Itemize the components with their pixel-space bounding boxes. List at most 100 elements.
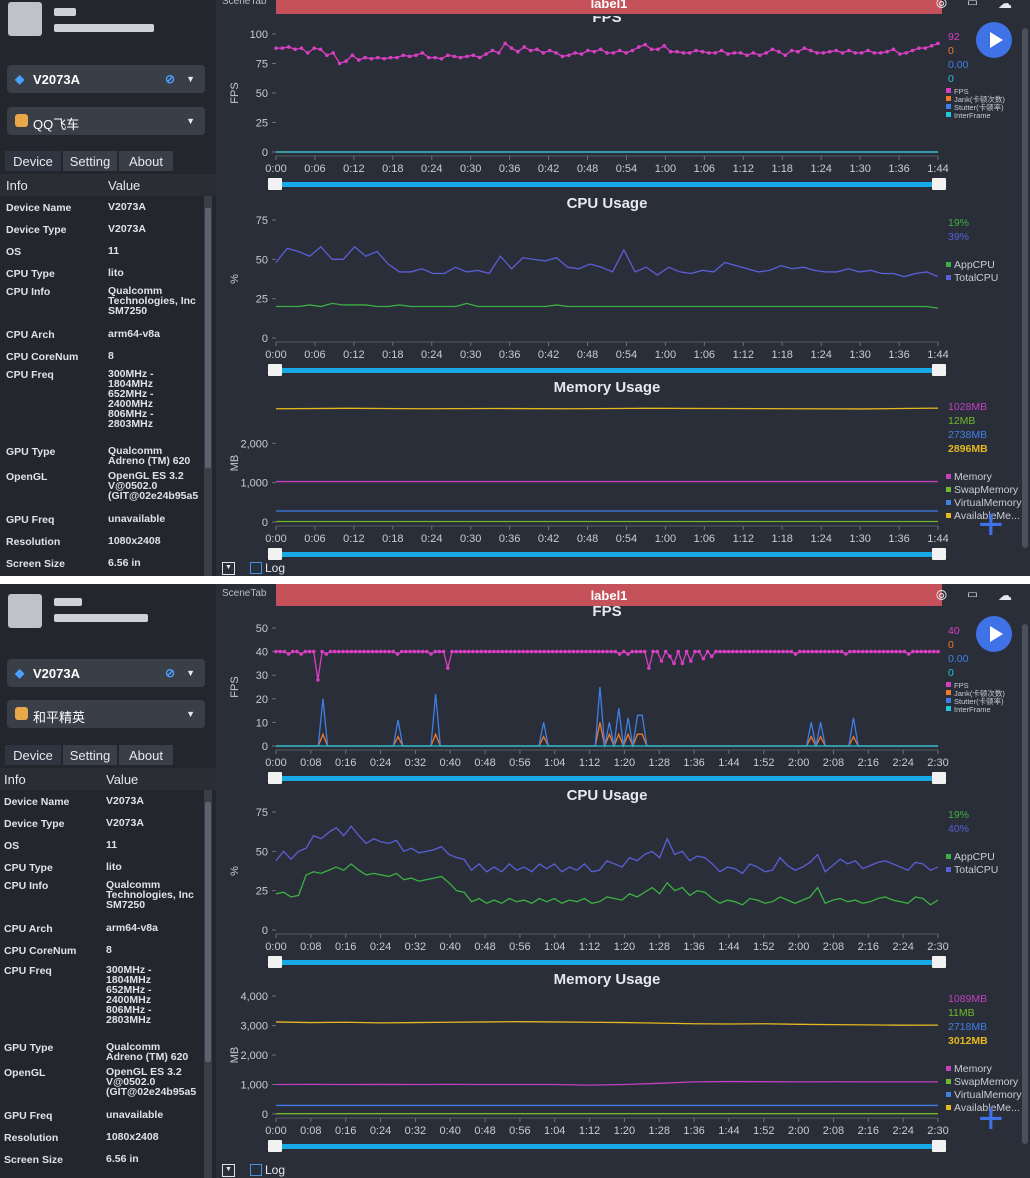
x-tick-label: 1:04 (544, 941, 565, 953)
data-point (395, 55, 399, 60)
app-dropdown[interactable]: QQ飞车 ▼ (7, 107, 205, 135)
data-point (738, 51, 743, 55)
log-checkbox[interactable] (250, 1164, 262, 1176)
x-tick-label: 1:00 (655, 163, 676, 175)
data-point (341, 649, 345, 654)
x-tick-label: 0:32 (405, 757, 426, 769)
table-row: OS 11 (0, 246, 204, 264)
scene-tab[interactable]: SceneTab (222, 0, 267, 7)
device-dropdown[interactable]: ◆ V2073A ⊘ ▼ (7, 659, 205, 687)
data-point (821, 51, 826, 55)
info-scrollbar[interactable] (204, 196, 212, 576)
tab-about[interactable]: About (118, 744, 174, 766)
data-point (307, 649, 312, 654)
link-icon[interactable]: ⊘ (164, 666, 175, 680)
x-tick-label: 1:28 (649, 1125, 670, 1137)
device-name: V2073A (33, 72, 80, 87)
app-icon (15, 114, 28, 127)
data-point (902, 649, 907, 654)
legend-label: AvailableMe... (954, 510, 1020, 522)
main-scrollbar[interactable] (1022, 28, 1028, 548)
app-icon (15, 707, 28, 720)
collapse-button[interactable]: ▼ (222, 1164, 235, 1177)
data-point (439, 56, 444, 61)
row-key: OpenGL (4, 1067, 46, 1079)
data-point (814, 649, 819, 654)
data-point (789, 649, 794, 654)
x-tick-label: 1:36 (888, 349, 909, 361)
y-tick-label: 25 (256, 118, 268, 130)
tab-device[interactable]: Device (4, 744, 62, 766)
toolbar-icons[interactable]: ⦾ ▭ ☁ (935, 0, 1020, 11)
x-tick-label: 2:08 (823, 941, 844, 953)
legend-label: FPS (954, 681, 969, 690)
scene-tab[interactable]: SceneTab (222, 588, 267, 599)
table-row: CPU Arch arm64-v8a (0, 923, 204, 941)
row-key: Device Type (4, 818, 65, 830)
play-button[interactable] (976, 616, 1012, 652)
data-point (823, 649, 827, 654)
data-point (441, 649, 446, 654)
y-tick-label: 75 (256, 807, 268, 819)
data-point (781, 649, 785, 654)
y-tick-label: 20 (256, 694, 268, 706)
legend-swatch (946, 112, 951, 117)
toolbar-icons[interactable]: ⦾ ▭ ☁ (935, 587, 1020, 603)
data-point (898, 52, 902, 56)
info-scrollbar[interactable] (204, 790, 212, 1178)
table-row: GPU Type Qualcomm Adreno (TM) 620 (0, 1042, 204, 1064)
x-tick-label: 1:18 (772, 533, 793, 545)
data-point (860, 649, 865, 654)
data-point (563, 649, 567, 654)
data-point (656, 47, 660, 52)
label-tab[interactable]: label1 (276, 0, 942, 14)
x-tick-label: 0:24 (370, 757, 391, 769)
tab-setting[interactable]: Setting (62, 744, 118, 766)
x-tick-label: 1:12 (579, 941, 600, 953)
data-point (617, 652, 622, 656)
data-point (318, 47, 323, 52)
data-point (465, 54, 469, 59)
collapse-button[interactable]: ▼ (222, 562, 235, 575)
x-tick-label: 1:12 (579, 757, 600, 769)
data-point (885, 49, 889, 54)
row-key: GPU Type (6, 446, 56, 458)
data-point (668, 49, 673, 54)
data-point (831, 649, 836, 654)
row-key: GPU Freq (6, 514, 55, 526)
link-icon[interactable]: ⊘ (164, 72, 175, 86)
app-dropdown[interactable]: 和平精英 ▼ (7, 700, 205, 728)
legend-swatch (946, 867, 951, 872)
play-button[interactable] (976, 22, 1012, 58)
data-point (407, 54, 412, 59)
data-point (793, 652, 798, 656)
tab-setting[interactable]: Setting (62, 150, 118, 172)
data-point (513, 649, 517, 654)
label-tab[interactable]: label1 (276, 584, 942, 606)
row-key: Device Name (6, 202, 72, 214)
data-point (859, 51, 864, 55)
data-point (446, 53, 450, 58)
tab-about[interactable]: About (118, 150, 174, 172)
data-point (547, 48, 552, 53)
x-tick-label: 0:48 (474, 941, 495, 953)
main-scrollbar[interactable] (1022, 624, 1028, 1144)
tab-device[interactable]: Device (4, 150, 62, 172)
add-button[interactable]: + (978, 1094, 1004, 1143)
x-tick-label: 0:00 (265, 757, 286, 769)
readout-value: 0 (948, 639, 954, 651)
x-tick-label: 0:40 (439, 1125, 460, 1137)
data-point (651, 649, 655, 654)
scrollbar-thumb[interactable] (205, 208, 211, 468)
range-slider-handle-left (268, 956, 282, 968)
add-button[interactable]: + (978, 500, 1004, 549)
data-point (529, 649, 534, 654)
data-point (295, 649, 299, 654)
data-point (756, 649, 760, 654)
device-dropdown[interactable]: ◆ V2073A ⊘ ▼ (7, 65, 205, 93)
table-row: CPU Arch arm64-v8a (0, 329, 204, 347)
readout-value: 2896MB (948, 443, 988, 455)
log-checkbox[interactable] (250, 562, 262, 574)
scrollbar-thumb[interactable] (205, 802, 211, 1062)
